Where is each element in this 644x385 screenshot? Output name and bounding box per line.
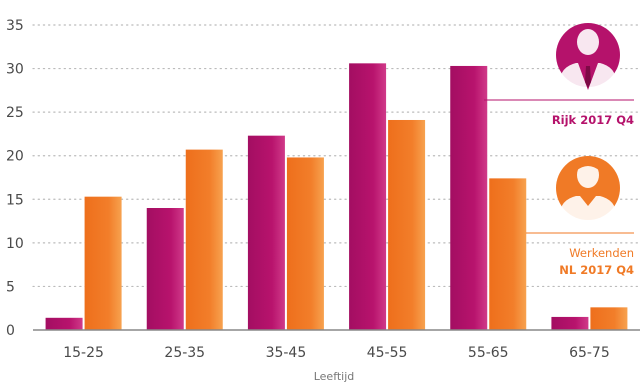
bar-werkenden [185, 149, 223, 330]
y-tick-label: 15 [6, 192, 24, 208]
legend-werkenden-label-line1: Werkenden [569, 246, 634, 260]
x-category-label: 35-45 [266, 345, 307, 361]
legend-rijk: Rijk 2017 Q4 [484, 23, 634, 127]
x-category-label: 55-65 [468, 345, 509, 361]
y-tick-label: 20 [6, 149, 24, 165]
bar-rijk [146, 208, 184, 330]
bar-werkenden [84, 196, 122, 330]
bar-werkenden [388, 119, 426, 330]
gridlines [32, 24, 641, 288]
x-axis-categories: 15-25 25-35 35-45 45-55 55-65 65-75 [63, 345, 610, 361]
x-category-label: 25-35 [164, 345, 205, 361]
y-tick-label: 30 [6, 62, 24, 78]
y-tick-label: 35 [6, 18, 24, 34]
bar-werkenden [590, 307, 628, 330]
bar-werkenden [489, 178, 527, 330]
bars [45, 63, 628, 330]
x-category-label: 15-25 [63, 345, 104, 361]
y-tick-label: 10 [6, 236, 24, 252]
bar-rijk [349, 63, 387, 330]
legend-rijk-label: Rijk 2017 Q4 [552, 113, 634, 127]
y-tick-label: 0 [6, 323, 15, 339]
bar-rijk [247, 135, 285, 330]
bar-rijk [551, 316, 589, 330]
legend-werkenden-label-line2: NL 2017 Q4 [559, 263, 634, 277]
y-tick-label: 25 [6, 105, 24, 121]
legend-werkenden: Werkenden NL 2017 Q4 [526, 156, 634, 277]
worker-icon [556, 156, 620, 226]
bar-werkenden [286, 157, 324, 330]
bar-rijk [450, 65, 488, 330]
bar-rijk [45, 317, 83, 330]
y-axis-ticks: 0 5 10 15 20 25 30 35 [6, 18, 24, 339]
x-axis-label: Leeftijd [314, 370, 355, 383]
y-tick-label: 5 [6, 279, 15, 295]
businessman-icon [556, 23, 620, 93]
x-category-label: 45-55 [367, 345, 408, 361]
x-category-label: 65-75 [569, 345, 610, 361]
